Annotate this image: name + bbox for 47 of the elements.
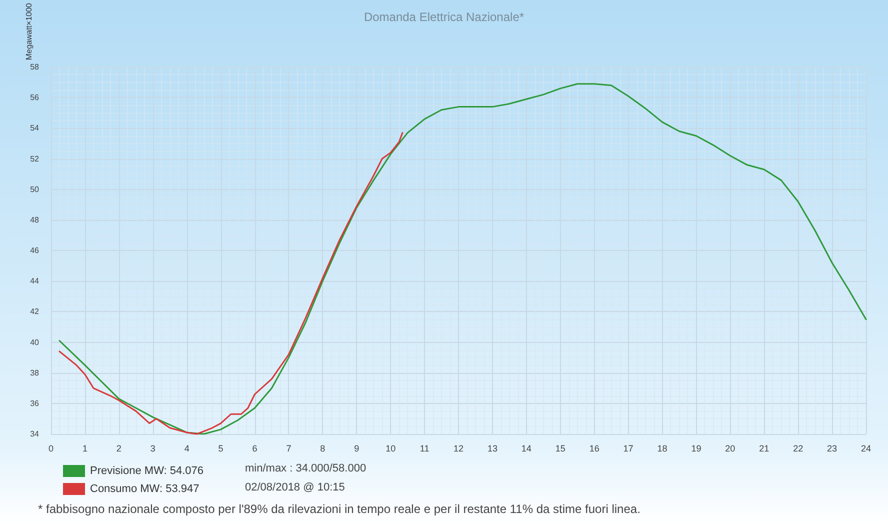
x-tick-label: 1	[82, 444, 88, 454]
y-axis-title: Megawatt×1000	[24, 2, 34, 60]
y-tick-label: 36	[30, 398, 40, 408]
x-tick-label: 16	[589, 444, 600, 454]
y-tick-label: 54	[30, 124, 40, 133]
y-tick-label: 38	[30, 368, 40, 378]
y-tick-label: 48	[30, 215, 40, 224]
y-tick-label: 40	[30, 338, 40, 347]
x-tick-label: 13	[487, 444, 498, 454]
x-tick-label: 24	[860, 444, 872, 454]
x-tick-label: 20	[725, 444, 736, 454]
line-series	[58, 132, 404, 435]
x-tick-label: 5	[218, 444, 224, 454]
y-tick-label: 50	[30, 184, 40, 194]
x-tick-label: 14	[521, 444, 532, 454]
x-tick-label: 23	[827, 444, 838, 454]
x-tick-label: 6	[252, 444, 258, 454]
y-tick-label: 58	[30, 62, 40, 72]
text: * fabbisogno nazionale composto per l'89% da rilevazioni in tempo reale e per il restante 11% da stime fuori linea.	[38, 502, 640, 516]
x-tick-label: 4	[184, 444, 190, 454]
x-tick-label: 22	[793, 444, 804, 454]
x-tick-label: 18	[657, 444, 668, 454]
x-tick-label: 21	[759, 444, 770, 454]
chart-title: Domanda Elettrica Nazionale*	[364, 10, 524, 24]
x-tick-label: 19	[691, 444, 702, 454]
y-tick-label: 52	[30, 154, 40, 164]
text: 02/08/2018 @ 10:15	[245, 482, 345, 494]
x-tick-label: 17	[623, 444, 634, 454]
x-tick-label: 3	[150, 444, 156, 454]
x-tick-label: 7	[286, 444, 292, 454]
line-series	[58, 83, 867, 435]
y-tick-label: 34	[30, 430, 40, 438]
x-tick-label: 8	[320, 444, 326, 454]
text: min/max : 34.000/58.000	[245, 462, 366, 474]
x-tick-label: 0	[48, 444, 54, 454]
x-tick-label: 15	[555, 444, 566, 454]
x-tick-label: 10	[386, 444, 396, 454]
x-tick-label: 12	[453, 444, 464, 454]
x-tick-label: 11	[420, 444, 430, 454]
y-tick-label: 46	[30, 246, 40, 256]
legend-label: Previsione MW: 54.076	[90, 465, 204, 477]
legend-label: Consumo MW: 53.947	[90, 483, 200, 495]
x-tick-label: 9	[354, 444, 360, 454]
y-tick-label: 56	[30, 93, 40, 102]
x-tick-label: 2	[116, 444, 122, 454]
y-tick-label: 44	[30, 276, 40, 286]
y-tick-label: 42	[30, 307, 40, 316]
